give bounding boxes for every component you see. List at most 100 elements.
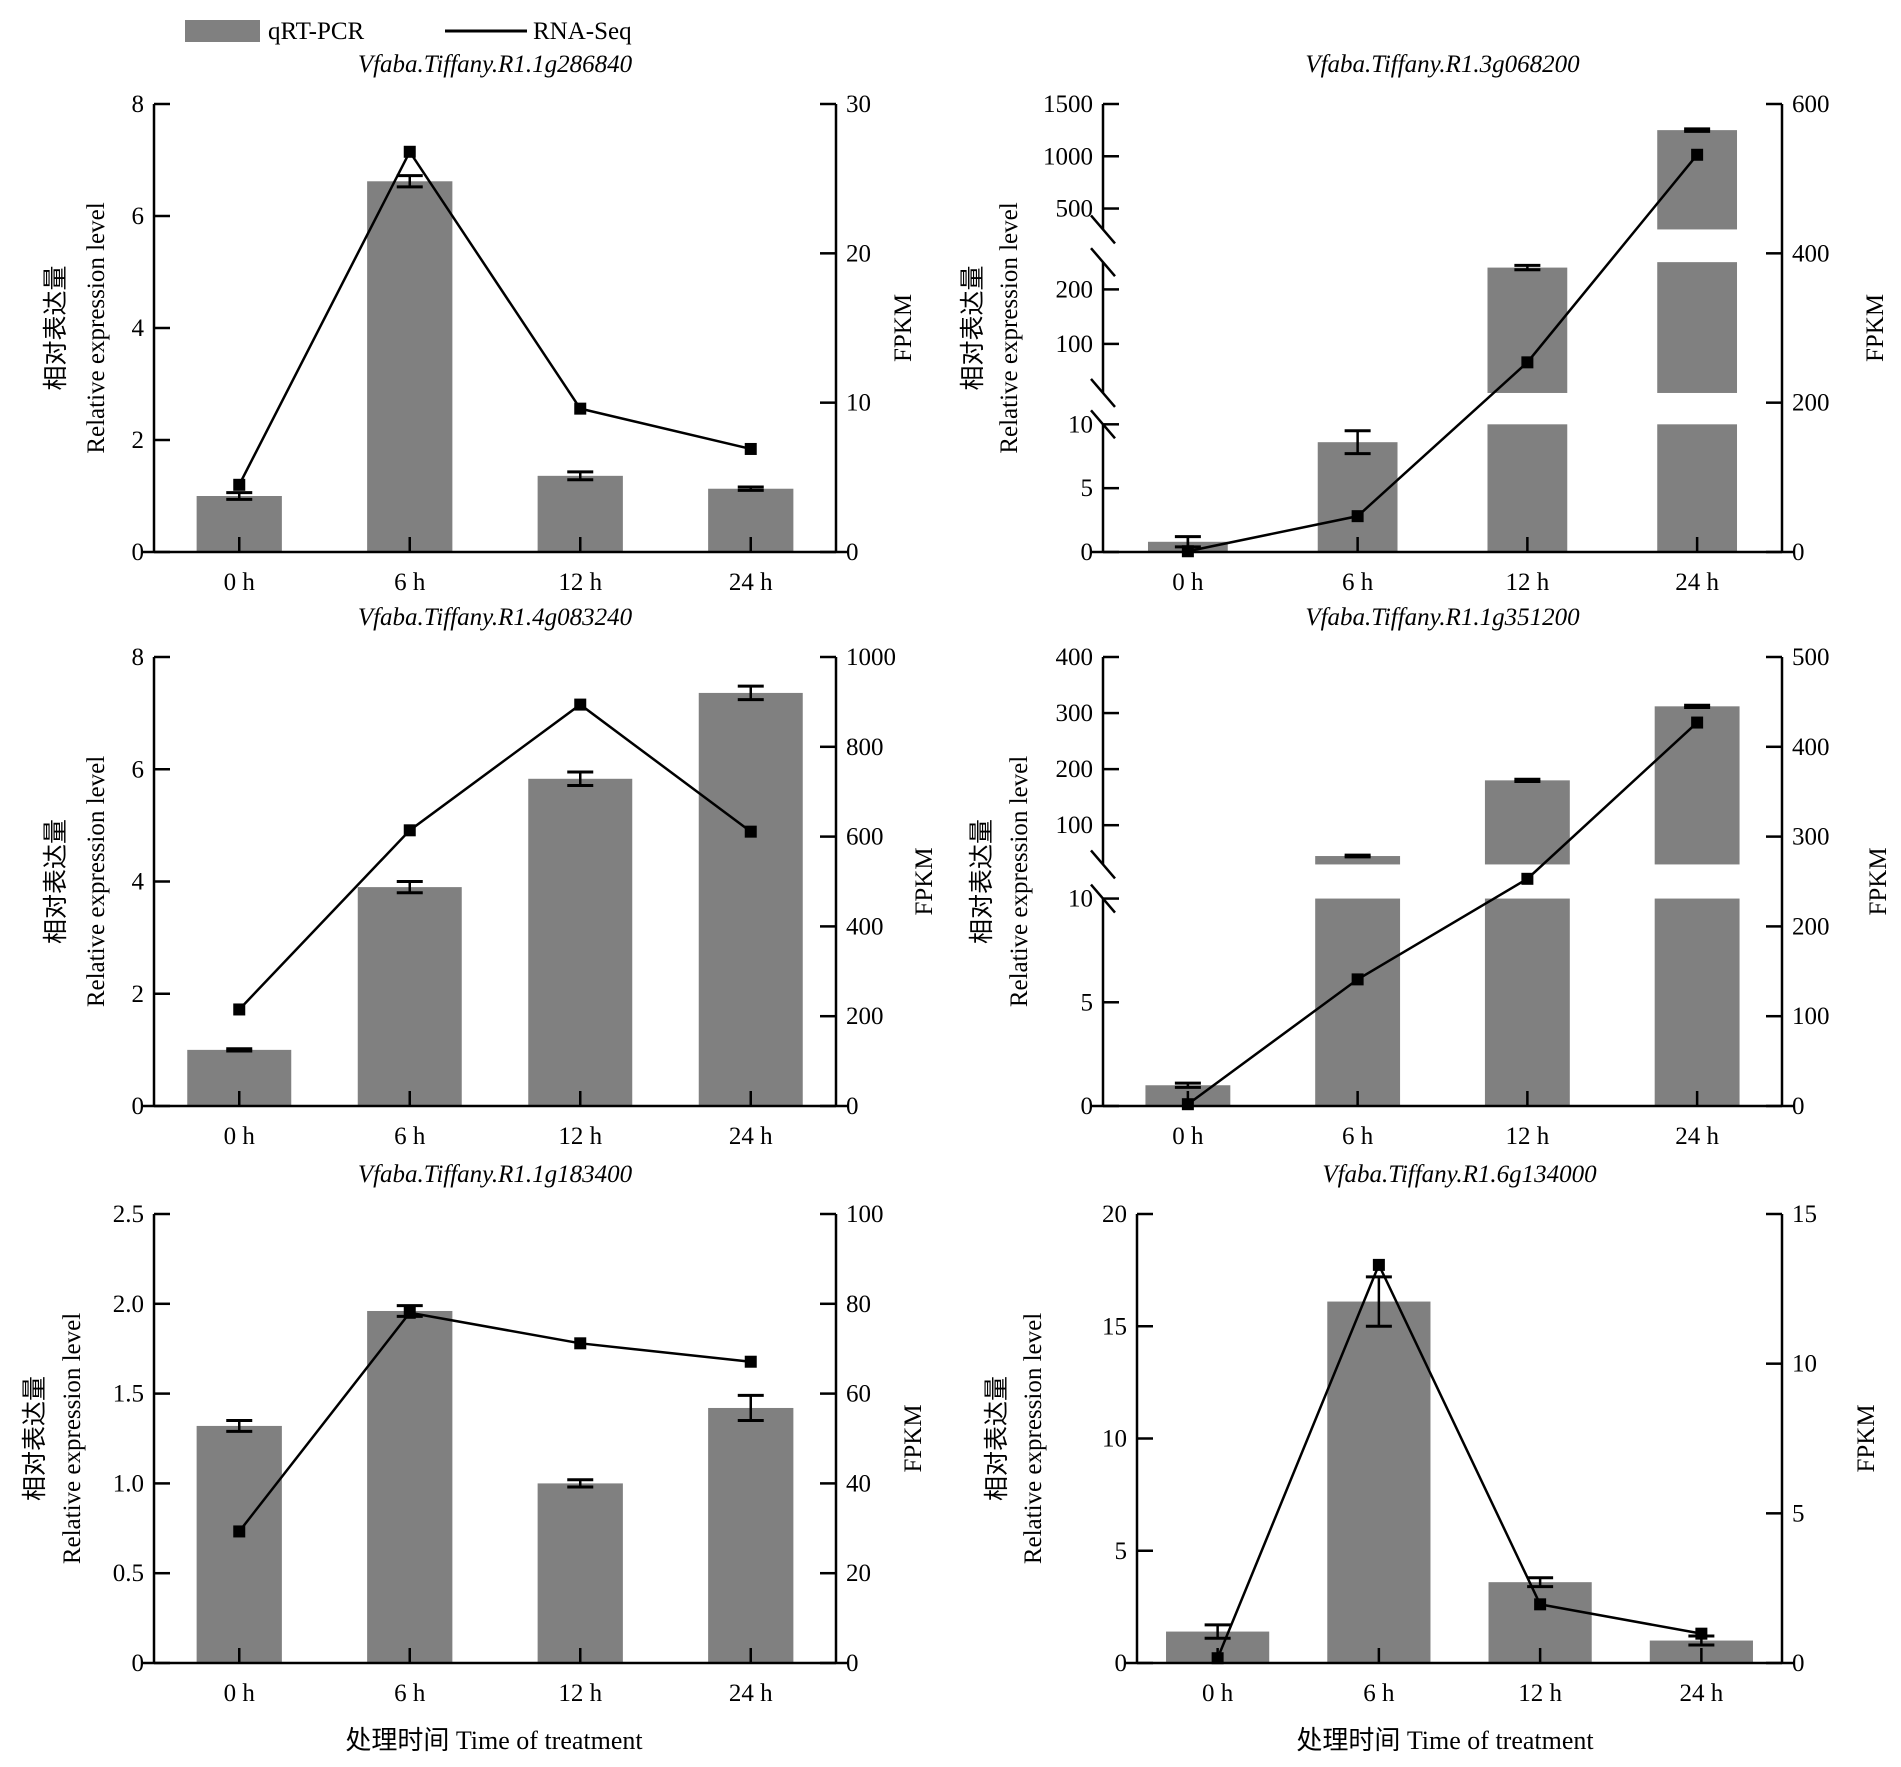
x-tick-label: 24 h bbox=[1675, 1123, 1719, 1150]
rna-seq-point bbox=[1695, 1627, 1708, 1640]
x-tick-label: 12 h bbox=[1506, 1123, 1550, 1150]
chart-title: Vfaba.Tiffany.R1.1g183400 bbox=[358, 1161, 633, 1188]
y-axis-title-en: Relative expression level bbox=[59, 1313, 86, 1564]
rna-seq-line bbox=[238, 149, 752, 486]
rna-seq-point bbox=[403, 1306, 416, 1319]
y2-axis-title: FPKM bbox=[1865, 847, 1892, 915]
rna-seq-point bbox=[574, 1337, 587, 1350]
y-tick-label: 100 bbox=[1056, 331, 1094, 358]
y2-axis-title: FPKM bbox=[1853, 1404, 1880, 1472]
x-axis-title-left: 处理时间 Time of treatment bbox=[345, 1726, 643, 1755]
bar-6h bbox=[1317, 442, 1398, 552]
bar-6h bbox=[367, 181, 453, 552]
x-tick-label: 0 h bbox=[224, 569, 256, 596]
bar-0h bbox=[196, 1425, 282, 1663]
y2-tick-label: 200 bbox=[1792, 913, 1830, 940]
x-tick-label: 24 h bbox=[729, 1680, 773, 1707]
y-tick-label: 4 bbox=[132, 869, 145, 896]
y-axis-title-cn: 相对表达量 bbox=[42, 819, 70, 944]
y2-axis-title: FPKM bbox=[1862, 294, 1889, 362]
y2-tick-label: 0 bbox=[1792, 539, 1805, 566]
x-tick-label: 12 h bbox=[558, 1680, 602, 1707]
rna-seq-point bbox=[1211, 1652, 1224, 1665]
y-tick-label: 1.0 bbox=[113, 1470, 144, 1497]
chart-title: Vfaba.Tiffany.R1.3g068200 bbox=[1305, 51, 1580, 78]
y2-tick-label: 400 bbox=[1792, 240, 1830, 267]
rna-seq-point bbox=[574, 698, 587, 711]
legend-bar-label: qRT-PCR bbox=[268, 18, 365, 45]
bar-6h bbox=[1315, 898, 1401, 1106]
axis-break-mark bbox=[1090, 849, 1116, 880]
bar-6h bbox=[1315, 856, 1401, 865]
bar-24h bbox=[1657, 130, 1738, 230]
bar-12h bbox=[537, 1483, 623, 1663]
y2-tick-label: 80 bbox=[846, 1291, 871, 1318]
y2-tick-label: 300 bbox=[1792, 824, 1830, 851]
y2-tick-label: 0 bbox=[846, 1650, 859, 1677]
y-tick-label: 15 bbox=[1102, 1313, 1127, 1340]
y-axis-title-cn: 相对表达量 bbox=[983, 1376, 1011, 1501]
y2-tick-label: 200 bbox=[846, 1003, 884, 1030]
y-tick-label: 500 bbox=[1056, 196, 1094, 223]
rna-seq-point bbox=[233, 1003, 246, 1016]
rna-seq-line bbox=[238, 703, 752, 1011]
y-tick-label: 400 bbox=[1056, 644, 1094, 671]
y-axis-title-cn: 相对表达量 bbox=[42, 265, 70, 390]
y-axis-title-cn: 相对表达量 bbox=[959, 265, 987, 390]
x-tick-label: 24 h bbox=[729, 1123, 773, 1150]
rna-seq-point bbox=[744, 442, 757, 455]
rna-seq-point bbox=[1521, 872, 1534, 885]
x-tick-label: 0 h bbox=[1172, 569, 1204, 596]
rna-seq-line bbox=[1187, 721, 1698, 1106]
legend-bar-swatch bbox=[185, 20, 260, 42]
y2-tick-label: 0 bbox=[1792, 1650, 1805, 1677]
bar-24h bbox=[1657, 424, 1738, 552]
chart-title: Vfaba.Tiffany.R1.4g083240 bbox=[358, 604, 633, 631]
y-tick-label: 200 bbox=[1056, 756, 1094, 783]
rna-seq-point bbox=[233, 1525, 246, 1538]
rna-seq-point bbox=[1372, 1258, 1385, 1271]
x-tick-label: 6 h bbox=[394, 1123, 426, 1150]
y2-tick-label: 5 bbox=[1792, 1500, 1805, 1527]
rna-seq-point bbox=[1351, 510, 1364, 523]
bar-24h bbox=[708, 1407, 794, 1663]
y2-tick-label: 40 bbox=[846, 1470, 871, 1497]
y-tick-label: 1.5 bbox=[113, 1381, 144, 1408]
x-tick-label: 6 h bbox=[1363, 1680, 1395, 1707]
rna-seq-point bbox=[233, 478, 246, 491]
y2-tick-label: 400 bbox=[846, 913, 884, 940]
y2-tick-label: 800 bbox=[846, 734, 884, 761]
bar-24h bbox=[1657, 262, 1738, 393]
y-tick-label: 1500 bbox=[1043, 91, 1093, 118]
y2-tick-label: 0 bbox=[846, 539, 859, 566]
rna-seq-point bbox=[403, 145, 416, 158]
y-tick-label: 6 bbox=[132, 756, 145, 783]
y-tick-label: 10 bbox=[1068, 411, 1093, 438]
y2-tick-label: 400 bbox=[1792, 734, 1830, 761]
bar-12h bbox=[1487, 267, 1568, 393]
y2-tick-label: 500 bbox=[1792, 644, 1830, 671]
y2-axis-title: FPKM bbox=[890, 294, 917, 362]
y2-tick-label: 30 bbox=[846, 91, 871, 118]
x-tick-label: 6 h bbox=[394, 1680, 426, 1707]
y-tick-label: 20 bbox=[1102, 1201, 1127, 1228]
y2-tick-label: 1000 bbox=[846, 644, 896, 671]
rna-seq-point bbox=[1691, 148, 1704, 161]
rna-seq-point bbox=[403, 824, 416, 837]
bar-6h bbox=[367, 1310, 453, 1663]
y-tick-label: 0 bbox=[1115, 1650, 1128, 1677]
y2-tick-label: 100 bbox=[846, 1201, 884, 1228]
y2-axis-title: FPKM bbox=[911, 847, 938, 915]
y-axis-title-en: Relative expression level bbox=[83, 756, 110, 1007]
y2-tick-label: 200 bbox=[1792, 390, 1830, 417]
y-tick-label: 0 bbox=[132, 1650, 145, 1677]
x-tick-label: 12 h bbox=[1518, 1680, 1562, 1707]
y-tick-label: 10 bbox=[1102, 1426, 1127, 1453]
bar-24h bbox=[698, 692, 803, 1106]
y-tick-label: 4 bbox=[132, 315, 145, 342]
rna-seq-line bbox=[1187, 153, 1699, 553]
y-tick-label: 2.5 bbox=[113, 1201, 144, 1228]
x-tick-label: 6 h bbox=[1342, 1123, 1374, 1150]
y2-tick-label: 20 bbox=[846, 240, 871, 267]
y-tick-label: 5 bbox=[1081, 475, 1094, 502]
